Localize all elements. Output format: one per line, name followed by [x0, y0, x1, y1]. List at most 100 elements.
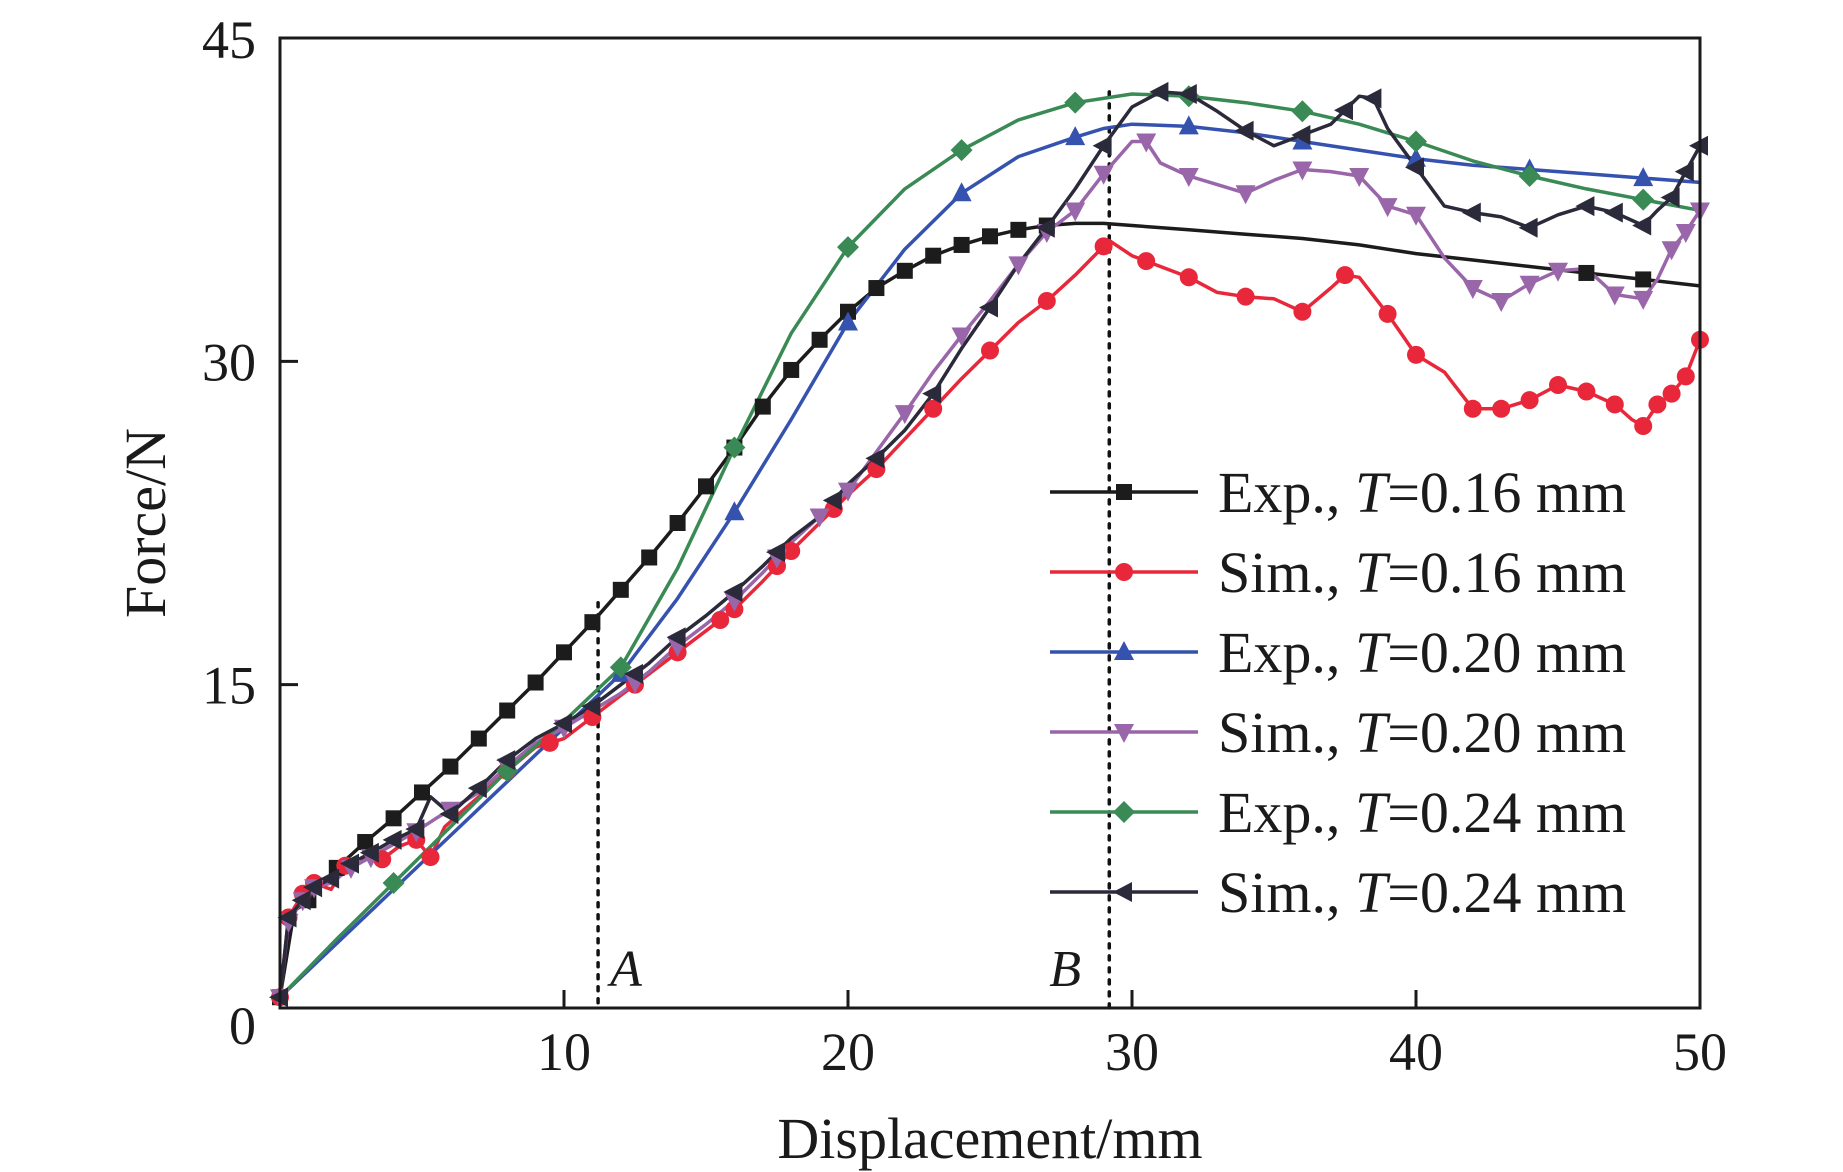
series-4-point	[1377, 198, 1398, 218]
series-2-point	[1520, 391, 1539, 410]
series-6-point	[467, 778, 487, 799]
legend-marker-3	[1114, 641, 1134, 660]
series-1-point	[641, 549, 658, 566]
series-4-point	[1008, 256, 1029, 276]
series-3-point	[1065, 126, 1086, 146]
series-6-point	[277, 907, 297, 928]
series-2-point	[1492, 399, 1511, 418]
x-tick-label: 50	[1673, 1022, 1727, 1082]
legend-label-variable: T	[1355, 620, 1391, 685]
legend-label-variable: T	[1355, 860, 1391, 925]
series-4-point	[1661, 241, 1682, 261]
series-1-point	[1635, 271, 1652, 288]
series-6-point	[303, 877, 323, 898]
series-4-point	[1349, 167, 1370, 187]
series-line-3	[280, 122, 1700, 999]
legend-label-value: =0.16 mm	[1387, 540, 1626, 605]
y-axis-title: Force/N	[113, 428, 178, 618]
series-5-point	[1518, 164, 1541, 187]
series-1-point	[1578, 264, 1595, 281]
series-6-point	[1234, 120, 1254, 141]
series-5-point	[382, 871, 405, 894]
series-line-5	[280, 92, 1700, 999]
series-5-point	[837, 236, 859, 259]
plot-frame	[278, 36, 1702, 1010]
series-6-point	[439, 804, 459, 824]
series-2-point	[1605, 395, 1624, 414]
series-6-point	[496, 750, 516, 771]
series-2-point	[1407, 345, 1425, 364]
series-1-point	[527, 674, 544, 691]
legend-label-prefix: Exp.,	[1218, 620, 1355, 685]
series-2-point	[1094, 237, 1113, 256]
series-4-point	[1519, 275, 1540, 295]
series-6-point	[359, 842, 379, 863]
series-5-point	[1632, 188, 1655, 211]
series-2-point	[924, 399, 943, 418]
legend-label-value: =0.24 mm	[1387, 860, 1626, 925]
series-4-point	[1093, 165, 1114, 185]
legend-label-1: Exp., T=0.16 mm	[1218, 460, 1626, 525]
series-1-point	[754, 398, 771, 415]
series-2-point	[1549, 376, 1567, 395]
legend-label-variable: T	[1355, 540, 1391, 605]
legend-label-6: Sim., T=0.24 mm	[1218, 860, 1626, 925]
series-1-point	[414, 784, 430, 801]
series-4-point	[1604, 286, 1625, 306]
x-tick-label: 40	[1389, 1022, 1443, 1082]
legend-label-value: =0.20 mm	[1387, 700, 1626, 765]
series-3-point	[1178, 115, 1199, 135]
series-1-point	[1010, 221, 1027, 238]
series-6-point	[1575, 196, 1595, 217]
series-6-point	[922, 383, 942, 404]
series-2-point	[1463, 399, 1482, 418]
series-6-point	[766, 542, 785, 563]
series-4-point	[1462, 280, 1483, 300]
series-4-point	[1633, 290, 1654, 310]
legend-label-prefix: Sim.,	[1218, 540, 1355, 605]
series-2-point	[981, 341, 999, 360]
series-1-point	[669, 515, 686, 531]
series-4-point	[838, 482, 858, 502]
series-6-point	[723, 581, 743, 602]
series-4-point	[1178, 167, 1199, 187]
x-axis-title: Displacement/mm	[777, 1106, 1202, 1171]
series-6-point	[340, 853, 359, 874]
series-1-point	[442, 758, 459, 775]
series-2-point	[711, 611, 730, 629]
series-1-point	[698, 478, 714, 495]
x-tick-label: 30	[1105, 1022, 1159, 1082]
y-tick-label: 45	[202, 10, 256, 70]
series-1-point	[499, 702, 516, 719]
series-3-point	[1633, 167, 1654, 187]
series-4-point	[1675, 224, 1696, 243]
series-6-point	[1632, 215, 1652, 236]
tick-layer: 10 20 30 40 50 0 15 30 45	[202, 10, 1727, 1082]
series-1-point	[982, 228, 998, 245]
x-tick-label: 10	[537, 1022, 591, 1082]
series-4-point	[951, 327, 972, 347]
series-5-point	[723, 436, 746, 459]
series-5-point	[1064, 91, 1087, 114]
series-2-point	[1236, 287, 1255, 306]
series-2-point	[540, 733, 559, 752]
series-line-6	[280, 90, 1700, 998]
series-6-point	[382, 829, 402, 850]
series-6-point	[624, 663, 643, 684]
legend-label-5: Exp., T=0.24 mm	[1218, 780, 1626, 845]
series-1-point	[811, 331, 828, 348]
series-1-point	[385, 810, 402, 827]
series-6-point	[291, 890, 311, 911]
y-tick-label: 0	[229, 996, 256, 1056]
legend-marker-6	[1113, 882, 1132, 902]
series-3-point	[838, 311, 858, 331]
series-1-point	[556, 644, 572, 661]
legend-label-prefix: Exp.,	[1218, 780, 1355, 845]
series-2-point	[421, 848, 440, 867]
series-1-point	[925, 247, 942, 264]
series-6-point	[320, 868, 340, 889]
series-6-point	[1461, 202, 1481, 223]
annotation-label-b: B	[1049, 941, 1081, 998]
